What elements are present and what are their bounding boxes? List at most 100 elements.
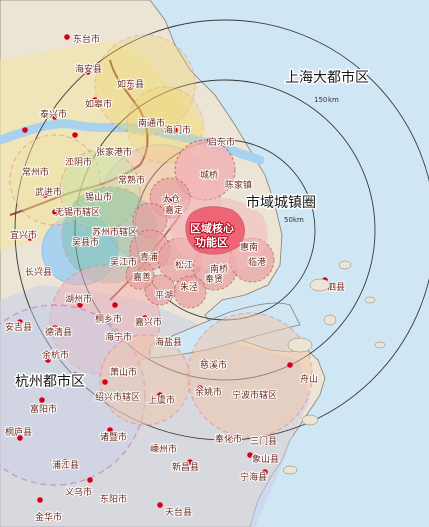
place-label: 江阴市 xyxy=(65,156,92,168)
zone-ningbo xyxy=(187,312,313,438)
city-dot xyxy=(202,359,208,365)
city-dot xyxy=(107,427,113,433)
place-label: 常州市 xyxy=(22,166,49,178)
place-label: 慈溪市 xyxy=(200,359,227,371)
island xyxy=(364,296,376,304)
city-dot xyxy=(142,315,148,321)
place-label: 吴江市 xyxy=(110,256,137,268)
island xyxy=(301,414,319,426)
city-dot xyxy=(197,385,203,391)
city-dot xyxy=(39,397,45,403)
hangzhou-metro-label: 杭州都市区 xyxy=(15,373,85,390)
shanghai-metro-label: 上海大都市区 xyxy=(285,69,369,86)
place-label: 德清县 xyxy=(45,326,72,338)
place-label: 城桥 xyxy=(200,169,218,181)
core-function-label-2: 功能区 xyxy=(195,235,228,249)
city-dot xyxy=(112,302,118,308)
zone-wuxi xyxy=(59,149,141,231)
place-label: 如皋市 xyxy=(85,98,112,110)
place-label: 天台县 xyxy=(165,506,192,518)
city-dot xyxy=(52,114,58,120)
city-labels: 东台市 海安县 如东县 如皋市 泰兴市 南通市 海门市 启东市 常州市 江阴市 … xyxy=(4,32,346,524)
place-label: 浦江县 xyxy=(52,459,79,471)
city-dot xyxy=(157,447,163,453)
city-dot xyxy=(37,169,43,175)
cluster-pinghu xyxy=(144,274,176,306)
place-label: 象山县 xyxy=(252,453,279,465)
city-dot xyxy=(42,192,48,198)
place-label: 诸暨市 xyxy=(100,431,127,443)
city-dot xyxy=(157,392,163,398)
zone-shaoxing xyxy=(99,334,191,426)
core-function-label-1: 区域核心 xyxy=(190,221,234,235)
place-label: 宜兴市 xyxy=(10,229,37,241)
place-label: 锡山市 xyxy=(85,191,112,203)
island xyxy=(282,465,298,475)
island xyxy=(338,260,352,270)
ring-150-unit: km xyxy=(328,96,339,104)
city-dot xyxy=(52,325,58,331)
place-label: 桐乡市 xyxy=(95,313,122,325)
place-label: 太仓 xyxy=(162,193,180,205)
city-town-ring-label: 市域城镇圈 xyxy=(246,194,316,211)
island xyxy=(287,337,313,353)
ring-150-label: 150 xyxy=(314,96,327,104)
city-dot xyxy=(122,175,128,181)
place-label: 舟山 xyxy=(300,373,318,385)
cluster-jiashan xyxy=(125,260,155,290)
zone-rudong xyxy=(94,34,196,136)
city-dot xyxy=(72,372,78,378)
place-label: 安吉县 xyxy=(5,321,32,333)
place-label: 奉化市 xyxy=(215,433,242,445)
place-label: 惠南 xyxy=(240,241,258,253)
city-dot xyxy=(37,267,43,273)
place-label: 南通市 xyxy=(138,117,165,129)
province-boundary xyxy=(9,59,149,216)
city-dot xyxy=(102,379,108,385)
city-dot xyxy=(262,469,268,475)
place-label: 三门县 xyxy=(250,435,277,447)
cluster-jinshan xyxy=(173,275,207,309)
place-label: 平湖 xyxy=(155,290,173,301)
place-label: 苏州市辖区 xyxy=(92,226,137,238)
place-label: 义乌市 xyxy=(65,486,92,498)
place-label: 富阳市 xyxy=(30,403,57,415)
island xyxy=(323,314,337,326)
city-dot xyxy=(287,362,293,368)
city-dot xyxy=(64,34,70,40)
city-dot xyxy=(127,84,133,90)
city-dot xyxy=(37,497,43,503)
city-dot xyxy=(77,302,83,308)
city-dot xyxy=(45,357,51,363)
city-dot xyxy=(92,97,98,103)
place-label: 如东县 xyxy=(117,78,144,90)
place-label: 张家港市 xyxy=(96,146,132,158)
place-label: 东台市 xyxy=(73,33,100,45)
place-label: 桐庐县 xyxy=(5,426,32,438)
island xyxy=(374,341,386,349)
city-dot xyxy=(92,195,98,201)
city-dot xyxy=(157,502,163,508)
zone-changzhou xyxy=(9,134,101,226)
ring-150km xyxy=(14,19,429,441)
place-label: 陈家镇 xyxy=(225,179,252,191)
place-label: 南桥 xyxy=(210,263,228,275)
place-label: 宁波市辖区 xyxy=(232,389,277,401)
place-label: 海宁市 xyxy=(105,331,132,343)
place-label: 嘉定 xyxy=(165,204,183,216)
city-dot xyxy=(255,392,261,398)
place-label: 海门市 xyxy=(164,124,191,136)
jiangsu-tint xyxy=(0,40,210,250)
place-label: 宁海县 xyxy=(240,471,267,483)
city-dot xyxy=(107,229,113,235)
place-label: 新昌县 xyxy=(172,461,199,473)
city-dot xyxy=(85,69,91,75)
place-label: 湖州市 xyxy=(65,293,92,305)
place-label: 东阳市 xyxy=(100,493,127,505)
city-dot xyxy=(117,395,123,401)
place-label: 启东市 xyxy=(208,136,235,148)
city-dot xyxy=(172,127,178,133)
city-dot xyxy=(87,477,93,483)
city-dot xyxy=(22,127,28,133)
place-label: 常熟市 xyxy=(118,174,145,186)
